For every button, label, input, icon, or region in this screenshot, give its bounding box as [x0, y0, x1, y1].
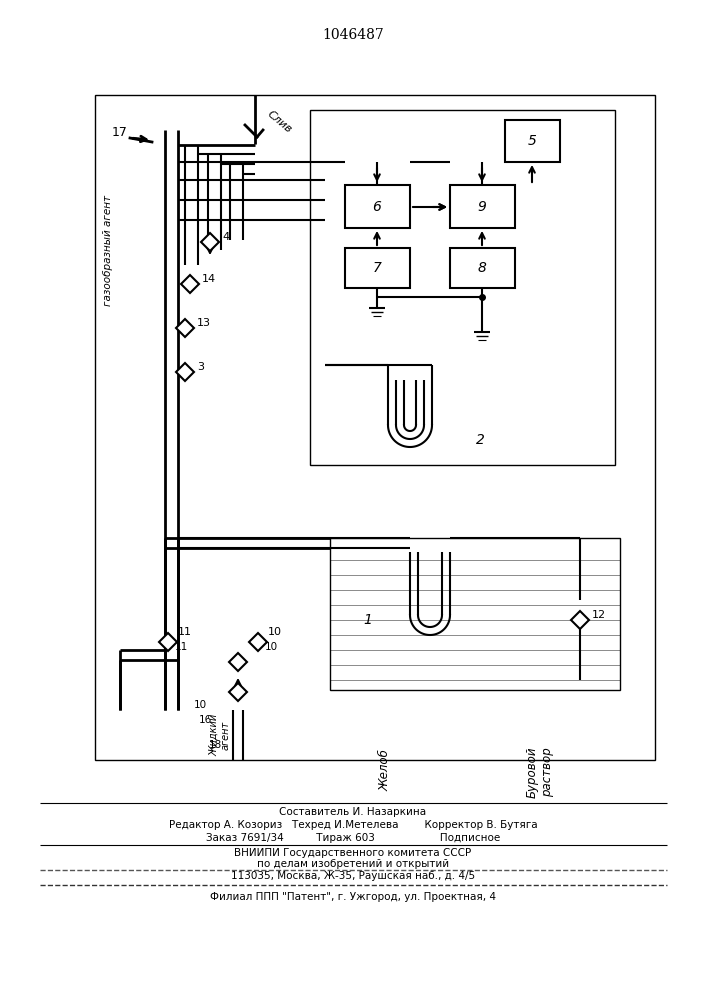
Polygon shape [571, 611, 589, 629]
Text: 6: 6 [373, 200, 382, 214]
Text: Жидкий
агент: Жидкий агент [209, 714, 230, 756]
Text: 11: 11 [175, 642, 188, 652]
Bar [95, 95, 655, 760]
Text: Заказ 7691/34          Тираж 603                    Подписное: Заказ 7691/34 Тираж 603 Подписное [206, 833, 500, 843]
Text: 8: 8 [477, 261, 486, 275]
Text: газообразный агент: газообразный агент [103, 194, 113, 306]
Bar [345, 185, 410, 228]
Text: 18: 18 [209, 740, 221, 750]
Text: 16: 16 [199, 715, 211, 725]
Polygon shape [229, 683, 247, 701]
Polygon shape [176, 363, 194, 381]
Bar [345, 248, 410, 288]
Polygon shape [159, 633, 177, 651]
Text: ВНИИПИ Государственного комитета СССР: ВНИИПИ Государственного комитета СССР [235, 848, 472, 858]
Bar [310, 110, 615, 465]
Polygon shape [249, 633, 267, 651]
Polygon shape [176, 319, 194, 337]
Text: по делам изобретений и открытий: по делам изобретений и открытий [257, 859, 449, 869]
Text: Желоб: Желоб [378, 749, 392, 791]
Text: 9: 9 [477, 200, 486, 214]
Text: 11: 11 [178, 627, 192, 637]
Text: 7: 7 [373, 261, 382, 275]
Text: 10: 10 [265, 642, 278, 652]
Text: 2: 2 [476, 433, 484, 447]
Text: 1046487: 1046487 [322, 28, 384, 42]
Text: Составитель И. Назаркина: Составитель И. Назаркина [279, 807, 426, 817]
Bar [505, 120, 560, 162]
Bar [330, 538, 620, 690]
Text: Буровой
раствор: Буровой раствор [526, 746, 554, 798]
Text: 13: 13 [197, 318, 211, 328]
Text: 12: 12 [592, 610, 606, 620]
Polygon shape [229, 653, 247, 671]
Text: 10: 10 [268, 627, 282, 637]
Text: Редактор А. Козориз   Техред И.Метелева        Корректор В. Бутяга: Редактор А. Козориз Техред И.Метелева Ко… [169, 820, 537, 830]
Text: 4: 4 [222, 232, 229, 242]
Polygon shape [201, 233, 219, 251]
Text: Слив: Слив [265, 109, 293, 135]
Text: 14: 14 [202, 274, 216, 284]
Polygon shape [181, 275, 199, 293]
Text: 1: 1 [363, 613, 373, 627]
Text: 10: 10 [194, 700, 206, 710]
Bar [450, 185, 515, 228]
Text: 5: 5 [527, 134, 537, 148]
Text: 113035, Москва, Ж-35, Раушская наб., д. 4/5: 113035, Москва, Ж-35, Раушская наб., д. … [231, 871, 475, 881]
Bar [450, 248, 515, 288]
Text: 17: 17 [112, 125, 128, 138]
Text: Филиал ППП "Патент", г. Ужгород, ул. Проектная, 4: Филиал ППП "Патент", г. Ужгород, ул. Про… [210, 892, 496, 902]
Text: 3: 3 [197, 362, 204, 372]
